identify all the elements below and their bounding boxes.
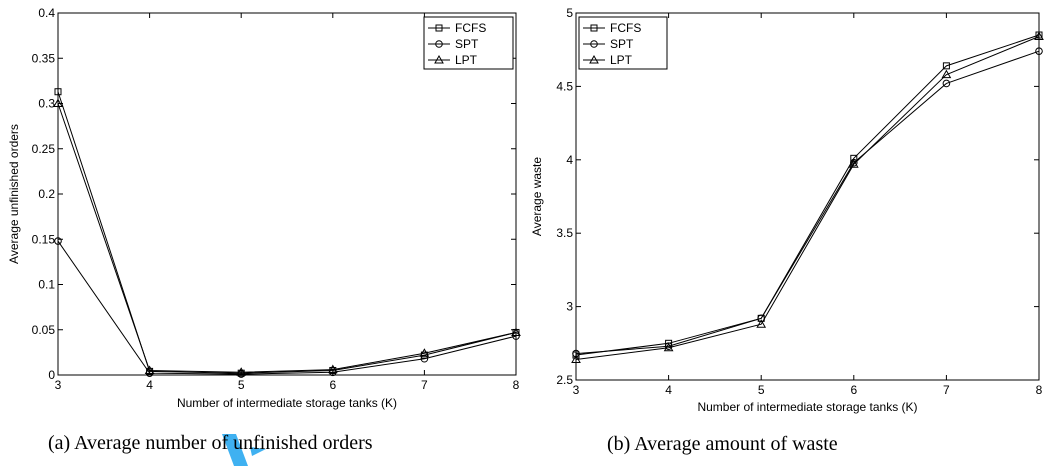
series-line-lpt xyxy=(57,103,517,373)
x-tick-label: 8 xyxy=(513,378,520,392)
y-tick-label: 4 xyxy=(566,153,573,167)
data-point-lpt xyxy=(848,159,859,168)
x-tick-label: 7 xyxy=(943,383,950,397)
y-tick-label: 0.15 xyxy=(32,232,56,246)
legend-marker-spt xyxy=(590,40,598,48)
data-point-lpt xyxy=(236,367,247,376)
series-spt xyxy=(54,237,520,378)
chart-panel-a: 3 4 5 6 7 8 0 0.05 0.1 0.15 0.2 0.25 0.3 0.35 0.4 Numbe… xyxy=(7,6,521,454)
data-point-fcfs xyxy=(942,62,950,70)
x-tick-label: 3 xyxy=(573,383,580,397)
data-point-spt xyxy=(1035,47,1043,55)
data-point-spt xyxy=(54,237,62,245)
data-point-lpt xyxy=(756,319,767,328)
y-tick-label: 0.3 xyxy=(38,97,55,111)
x-tick-label: 8 xyxy=(1036,383,1043,397)
x-tick-label: 4 xyxy=(146,378,153,392)
legend-marker-lpt xyxy=(434,54,444,64)
y-tick-label: 0.4 xyxy=(38,6,55,20)
x-tick-label: 6 xyxy=(329,378,336,392)
y-tick-label: 0.05 xyxy=(32,323,56,337)
legend-marker-fcfs xyxy=(435,24,443,32)
x-tick-label: 4 xyxy=(665,383,672,397)
series-lpt xyxy=(53,98,521,376)
y-tick-label: 3 xyxy=(566,300,573,314)
figure-caption: (b) Average amount of waste xyxy=(607,433,838,455)
y-tick-label: 4.5 xyxy=(556,79,573,93)
data-point-fcfs xyxy=(54,88,62,96)
data-point-fcfs xyxy=(850,154,858,162)
y-tick-label: 0.35 xyxy=(32,51,56,65)
x-tick-label: 5 xyxy=(758,383,765,397)
series-fcfs xyxy=(54,88,520,377)
series-lpt xyxy=(571,31,1044,363)
y-axis-label: Average unfinished orders xyxy=(7,124,21,264)
y-tick-label: 0 xyxy=(48,368,55,382)
data-point-lpt xyxy=(1034,31,1044,40)
data-point-spt xyxy=(420,354,429,363)
series-fcfs xyxy=(572,31,1043,359)
series-line-spt xyxy=(57,240,517,375)
legend: FCFS SPT LPT xyxy=(578,16,668,70)
y-tick-label: 0.25 xyxy=(32,142,56,156)
x-tick-label: 5 xyxy=(238,378,245,392)
y-tick-label: 5 xyxy=(566,6,573,20)
data-point-spt xyxy=(572,349,580,358)
data-point-lpt xyxy=(419,348,430,357)
x-tick-label: 7 xyxy=(421,378,428,392)
data-point-lpt xyxy=(511,327,521,336)
legend-marker-spt xyxy=(435,40,443,48)
legend-label: LPT xyxy=(455,53,478,67)
data-point-spt xyxy=(942,79,951,88)
data-point-lpt xyxy=(941,69,952,79)
legend-label: SPT xyxy=(455,37,479,51)
data-point-lpt xyxy=(53,98,63,107)
data-point-lpt xyxy=(663,342,674,352)
x-axis-label: Number of intermediate storage tanks (K) xyxy=(177,396,397,410)
data-point-lpt xyxy=(144,365,155,374)
axes-frame xyxy=(575,12,1040,381)
figure-caption: (a) Average number of unfinished orders xyxy=(48,432,373,454)
legend-label: LPT xyxy=(610,53,633,67)
y-tick-label: 0.1 xyxy=(38,278,55,292)
legend-marker-lpt xyxy=(589,54,599,64)
legend: FCFS SPT LPT xyxy=(423,16,514,70)
x-axis-label: Number of intermediate storage tanks (K) xyxy=(697,400,917,414)
data-point-lpt xyxy=(571,354,581,363)
series-line-lpt xyxy=(575,36,1040,360)
legend-label: SPT xyxy=(610,37,634,51)
y-axis-label: Average waste xyxy=(530,157,544,236)
series-line-fcfs xyxy=(57,91,517,374)
y-tick-label: 0.2 xyxy=(38,187,55,201)
x-tick-label: 6 xyxy=(850,383,857,397)
data-point-lpt xyxy=(327,364,338,374)
legend-label: FCFS xyxy=(610,21,641,35)
legend-label: FCFS xyxy=(455,21,486,35)
series-line-fcfs xyxy=(575,34,1040,356)
x-tick-label: 3 xyxy=(55,378,62,392)
legend-marker-fcfs xyxy=(590,24,598,32)
watermark-logo xyxy=(222,434,266,466)
y-tick-label: 2.5 xyxy=(556,373,573,387)
series-spt xyxy=(572,47,1043,358)
series-line-spt xyxy=(575,50,1040,355)
y-tick-label: 3.5 xyxy=(556,226,573,240)
